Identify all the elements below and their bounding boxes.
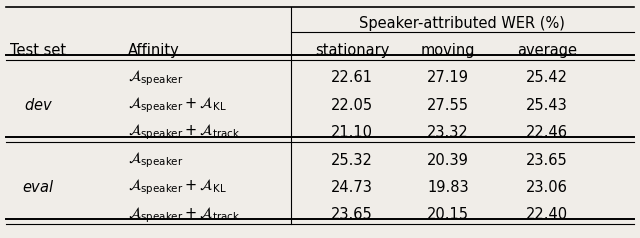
Text: 22.61: 22.61: [331, 70, 373, 85]
Text: Affinity: Affinity: [128, 43, 180, 58]
Text: $\mathit{eval}$: $\mathit{eval}$: [22, 179, 54, 195]
Text: $\mathcal{A}_{\mathrm{speaker}}$: $\mathcal{A}_{\mathrm{speaker}}$: [128, 68, 184, 88]
Text: Test set: Test set: [10, 43, 67, 58]
Text: Speaker-attributed WER (%): Speaker-attributed WER (%): [360, 16, 565, 31]
Text: average: average: [517, 43, 577, 58]
Text: $\mathcal{A}_{\mathrm{speaker}} + \mathcal{A}_{\mathrm{track}}$: $\mathcal{A}_{\mathrm{speaker}} + \mathc…: [128, 123, 241, 143]
Text: 24.73: 24.73: [331, 180, 373, 195]
Text: $\mathcal{A}_{\mathrm{speaker}}$: $\mathcal{A}_{\mathrm{speaker}}$: [128, 150, 184, 170]
Text: 22.46: 22.46: [526, 125, 568, 140]
Text: 25.43: 25.43: [526, 98, 568, 113]
Text: 23.32: 23.32: [427, 125, 469, 140]
Text: 25.42: 25.42: [526, 70, 568, 85]
Text: 27.55: 27.55: [427, 98, 469, 113]
Text: $\mathcal{A}_{\mathrm{speaker}} + \mathcal{A}_{\mathrm{KL}}$: $\mathcal{A}_{\mathrm{speaker}} + \mathc…: [128, 95, 227, 115]
Text: 23.65: 23.65: [526, 153, 568, 168]
Text: $\mathcal{A}_{\mathrm{speaker}} + \mathcal{A}_{\mathrm{track}}$: $\mathcal{A}_{\mathrm{speaker}} + \mathc…: [128, 205, 241, 225]
Text: 20.39: 20.39: [427, 153, 469, 168]
Text: 27.19: 27.19: [427, 70, 469, 85]
Text: moving: moving: [420, 43, 476, 58]
Text: 22.40: 22.40: [526, 207, 568, 222]
Text: 23.06: 23.06: [526, 180, 568, 195]
Text: 19.83: 19.83: [427, 180, 469, 195]
Text: $\mathit{dev}$: $\mathit{dev}$: [24, 97, 53, 113]
Text: $\mathcal{A}_{\mathrm{speaker}} + \mathcal{A}_{\mathrm{KL}}$: $\mathcal{A}_{\mathrm{speaker}} + \mathc…: [128, 178, 227, 197]
Text: 21.10: 21.10: [331, 125, 373, 140]
Text: 22.05: 22.05: [331, 98, 373, 113]
Text: stationary: stationary: [315, 43, 389, 58]
Text: 23.65: 23.65: [331, 207, 373, 222]
Text: 20.15: 20.15: [427, 207, 469, 222]
Text: 25.32: 25.32: [331, 153, 373, 168]
